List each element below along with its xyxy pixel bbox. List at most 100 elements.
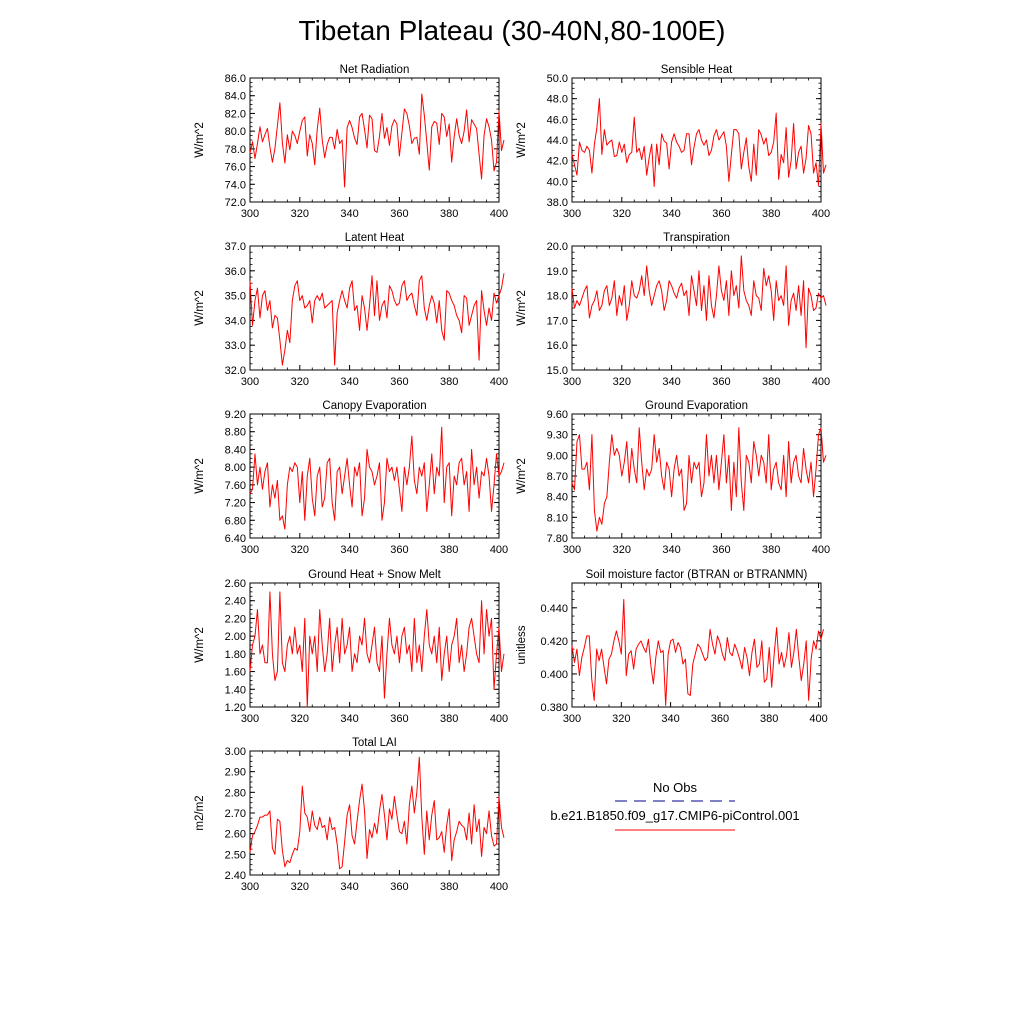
legend: No Obs b.e21.B1850.f09_g17.CMIP6-piContr… xyxy=(550,780,800,831)
x-tick-label: 360 xyxy=(390,208,408,220)
y-tick-label: 80.0 xyxy=(225,126,246,138)
x-tick-label: 320 xyxy=(613,544,631,556)
x-tick-label: 380 xyxy=(760,713,778,725)
x-tick-label: 360 xyxy=(711,713,729,725)
chart-panel: Sensible Heat W/m^2 38.0 40.0 42.0 44.0 46.0 48… xyxy=(516,64,830,220)
chart-panel: Transpiration W/m^2 15.0 16.0 17.0 18.0 19.0 20… xyxy=(516,232,830,388)
x-tick-label: 300 xyxy=(563,376,581,388)
y-tick-label: 2.70 xyxy=(225,808,246,820)
y-tick-label: 1.20 xyxy=(225,702,246,714)
x-tick-label: 380 xyxy=(440,208,458,220)
x-tick-label: 360 xyxy=(712,208,730,220)
x-tick-label: 340 xyxy=(340,376,358,388)
x-tick-label: 380 xyxy=(440,881,458,893)
y-tick-label: 9.60 xyxy=(547,409,568,421)
chart-panel: Ground Evaporation W/m^2 7.80 8.10 8.40 8.70 9… xyxy=(516,400,830,556)
x-tick-label: 340 xyxy=(661,713,679,725)
y-tick-label: 8.80 xyxy=(225,427,246,439)
x-tick-label: 400 xyxy=(812,376,830,388)
plot-frame xyxy=(571,413,822,539)
chart-title: Canopy Evaporation xyxy=(322,400,426,412)
y-tick-label: 46.0 xyxy=(547,114,568,126)
y-tick-label: 2.80 xyxy=(225,787,246,799)
x-tick-label: 300 xyxy=(241,713,259,725)
x-tick-label: 400 xyxy=(490,713,508,725)
x-tick-label: 400 xyxy=(490,544,508,556)
x-tick-label: 320 xyxy=(613,208,631,220)
y-tick-label: 15.0 xyxy=(547,365,568,377)
y-tick-label: 72.0 xyxy=(225,197,246,209)
y-tick-label: 40.0 xyxy=(547,176,568,188)
y-tick-label: 8.40 xyxy=(225,444,246,456)
y-tick-label: 37.0 xyxy=(225,241,246,253)
series-line xyxy=(249,426,505,530)
legend-model-label: b.e21.B1850.f09_g17.CMIP6-piControl.001 xyxy=(550,808,799,823)
y-tick-label: 1.60 xyxy=(225,667,246,679)
x-tick-label: 360 xyxy=(390,713,408,725)
series-line xyxy=(571,427,827,532)
y-tick-label: 1.80 xyxy=(225,649,246,661)
y-tick-label: 3.00 xyxy=(225,746,246,758)
chart-title: Transpiration xyxy=(663,232,730,244)
y-tick-label: 2.60 xyxy=(225,578,246,590)
y-axis-label: W/m^2 xyxy=(516,458,528,493)
chart-panels: Net Radiation W/m^2 72.0 74.0 76.0 78.0 80.0 82… xyxy=(194,64,830,893)
y-tick-label: 1.40 xyxy=(225,684,246,696)
plot-frame xyxy=(249,413,500,539)
x-tick-label: 400 xyxy=(490,376,508,388)
chart-title: Latent Heat xyxy=(345,232,405,244)
x-tick-label: 340 xyxy=(340,881,358,893)
x-tick-label: 300 xyxy=(563,713,581,725)
y-tick-label: 0.380 xyxy=(540,702,568,714)
chart-title: Soil moisture factor (BTRAN or BTRANMN) xyxy=(586,569,808,581)
y-tick-label: 2.50 xyxy=(225,849,246,861)
y-tick-label: 2.20 xyxy=(225,613,246,625)
y-tick-label: 9.00 xyxy=(547,450,568,462)
y-tick-label: 20.0 xyxy=(547,241,568,253)
y-axis-label: W/m^2 xyxy=(516,122,528,157)
chart-title: Net Radiation xyxy=(340,64,410,76)
x-tick-label: 340 xyxy=(340,208,358,220)
series-line xyxy=(249,591,505,708)
plot-frame xyxy=(571,245,822,371)
x-tick-label: 360 xyxy=(712,376,730,388)
x-tick-label: 320 xyxy=(613,376,631,388)
x-tick-label: 360 xyxy=(390,881,408,893)
plot-frame xyxy=(571,582,822,708)
chart-panel: Canopy Evaporation W/m^2 6.40 6.80 7.20 7.60 8… xyxy=(194,400,508,556)
y-axis-label: W/m^2 xyxy=(516,290,528,325)
chart-title: Sensible Heat xyxy=(661,64,733,76)
chart-panel: Ground Heat + Snow Melt W/m^2 1.20 1.40 1.60… xyxy=(194,569,508,725)
y-tick-label: 0.440 xyxy=(540,603,568,615)
x-tick-label: 400 xyxy=(809,713,827,725)
series-line xyxy=(571,255,827,349)
y-tick-label: 9.30 xyxy=(547,430,568,442)
y-tick-label: 8.10 xyxy=(547,512,568,524)
x-tick-label: 340 xyxy=(340,544,358,556)
x-tick-label: 300 xyxy=(241,208,259,220)
y-tick-label: 38.0 xyxy=(547,197,568,209)
x-tick-label: 300 xyxy=(241,544,259,556)
y-tick-label: 33.0 xyxy=(225,340,246,352)
x-tick-label: 380 xyxy=(440,713,458,725)
y-tick-label: 2.00 xyxy=(225,631,246,643)
y-axis-label: W/m^2 xyxy=(194,122,206,157)
y-tick-label: 36.0 xyxy=(225,266,246,278)
y-axis-label: W/m^2 xyxy=(194,458,206,493)
x-tick-label: 300 xyxy=(563,544,581,556)
y-tick-label: 7.60 xyxy=(225,480,246,492)
y-tick-label: 82.0 xyxy=(225,108,246,120)
x-tick-label: 320 xyxy=(291,881,309,893)
chart-title: Total LAI xyxy=(352,737,397,749)
y-tick-label: 74.0 xyxy=(225,179,246,191)
y-tick-label: 35.0 xyxy=(225,291,246,303)
x-tick-label: 360 xyxy=(712,544,730,556)
y-tick-label: 2.90 xyxy=(225,767,246,779)
x-tick-label: 300 xyxy=(241,376,259,388)
y-tick-label: 17.0 xyxy=(547,315,568,327)
y-tick-label: 2.40 xyxy=(225,596,246,608)
y-tick-label: 76.0 xyxy=(225,162,246,174)
y-tick-label: 44.0 xyxy=(547,135,568,147)
y-tick-label: 86.0 xyxy=(225,73,246,85)
